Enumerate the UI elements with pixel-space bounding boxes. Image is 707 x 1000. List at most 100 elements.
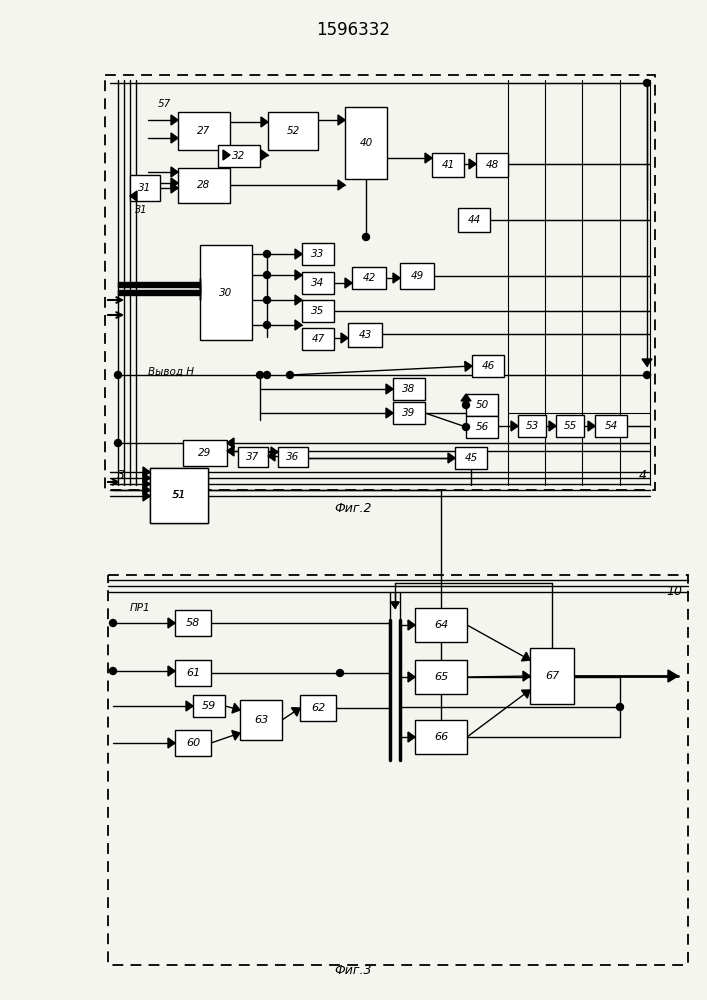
Polygon shape [186, 701, 193, 711]
Text: 51: 51 [172, 490, 186, 500]
Text: 56: 56 [475, 422, 489, 432]
Text: 37: 37 [246, 452, 259, 462]
Bar [150, 468, 208, 523]
Bar [150, 468, 208, 523]
Bar [415, 608, 467, 642]
Polygon shape [295, 320, 302, 330]
Polygon shape [393, 273, 400, 283]
Text: 65: 65 [434, 672, 448, 682]
Text: 29: 29 [199, 448, 211, 458]
Bar [130, 175, 160, 201]
Bar [175, 610, 211, 636]
Text: 54: 54 [604, 421, 618, 431]
Bar [278, 447, 308, 467]
Polygon shape [268, 451, 275, 461]
Polygon shape [588, 421, 595, 431]
Text: 67: 67 [545, 671, 559, 681]
Polygon shape [549, 421, 556, 431]
Text: 40: 40 [359, 138, 373, 148]
Polygon shape [171, 178, 178, 188]
Circle shape [264, 250, 271, 257]
Polygon shape [295, 270, 302, 280]
Polygon shape [171, 167, 178, 177]
Bar [178, 168, 230, 203]
Text: 55: 55 [563, 421, 577, 431]
Text: 63: 63 [254, 715, 268, 725]
Polygon shape [295, 295, 302, 305]
Text: 43: 43 [358, 330, 372, 340]
Bar [432, 153, 464, 177]
Text: 64: 64 [434, 620, 448, 630]
Polygon shape [168, 738, 175, 748]
Text: 4: 4 [639, 469, 647, 482]
Text: 66: 66 [434, 732, 448, 742]
Bar [595, 415, 627, 437]
Polygon shape [271, 447, 278, 457]
Text: 38: 38 [402, 384, 416, 394]
Polygon shape [469, 159, 476, 169]
Polygon shape [223, 150, 230, 160]
Polygon shape [130, 191, 137, 201]
Polygon shape [295, 249, 302, 259]
Bar [466, 416, 498, 438]
Circle shape [643, 80, 650, 87]
Circle shape [264, 371, 271, 378]
Polygon shape [345, 278, 352, 288]
Polygon shape [171, 183, 178, 193]
Text: 48: 48 [486, 160, 498, 170]
Circle shape [643, 371, 650, 378]
Polygon shape [232, 731, 240, 740]
Polygon shape [408, 620, 415, 630]
Polygon shape [341, 333, 348, 343]
Text: 36: 36 [286, 452, 300, 462]
Polygon shape [168, 666, 175, 676]
Text: 33: 33 [311, 249, 325, 259]
Circle shape [264, 271, 271, 278]
Polygon shape [143, 473, 150, 483]
Text: 39: 39 [402, 408, 416, 418]
Bar [302, 328, 334, 350]
Bar [348, 323, 382, 347]
Text: 32: 32 [233, 151, 245, 161]
Text: 47: 47 [311, 334, 325, 344]
Bar [302, 300, 334, 322]
Text: 1596332: 1596332 [317, 21, 390, 39]
Circle shape [363, 233, 370, 240]
Text: 35: 35 [311, 306, 325, 316]
Polygon shape [521, 690, 530, 698]
Text: 59: 59 [202, 701, 216, 711]
Bar [183, 440, 227, 466]
Polygon shape [338, 115, 345, 125]
Polygon shape [668, 670, 678, 682]
Circle shape [286, 371, 293, 378]
Bar [108, 575, 688, 965]
Text: 27: 27 [197, 126, 211, 136]
Bar [105, 75, 655, 490]
Bar [415, 720, 467, 754]
Polygon shape [386, 408, 393, 418]
Polygon shape [448, 453, 455, 463]
Polygon shape [227, 438, 234, 448]
Bar [458, 208, 490, 232]
Bar [300, 695, 336, 721]
Polygon shape [227, 446, 234, 456]
Text: 61: 61 [186, 668, 200, 678]
Polygon shape [511, 421, 518, 431]
Polygon shape [261, 150, 268, 160]
Text: 50: 50 [475, 400, 489, 410]
Text: 31: 31 [135, 205, 148, 215]
Text: 58: 58 [186, 618, 200, 628]
Text: 49: 49 [410, 271, 423, 281]
Bar [238, 447, 268, 467]
Bar [466, 394, 498, 416]
Bar [345, 107, 387, 179]
Polygon shape [171, 133, 178, 143]
Polygon shape [642, 359, 652, 366]
Polygon shape [168, 618, 175, 628]
Polygon shape [408, 732, 415, 742]
Polygon shape [464, 361, 472, 371]
Bar [175, 730, 211, 756]
Polygon shape [338, 180, 345, 190]
Circle shape [337, 670, 344, 676]
Circle shape [110, 668, 117, 674]
